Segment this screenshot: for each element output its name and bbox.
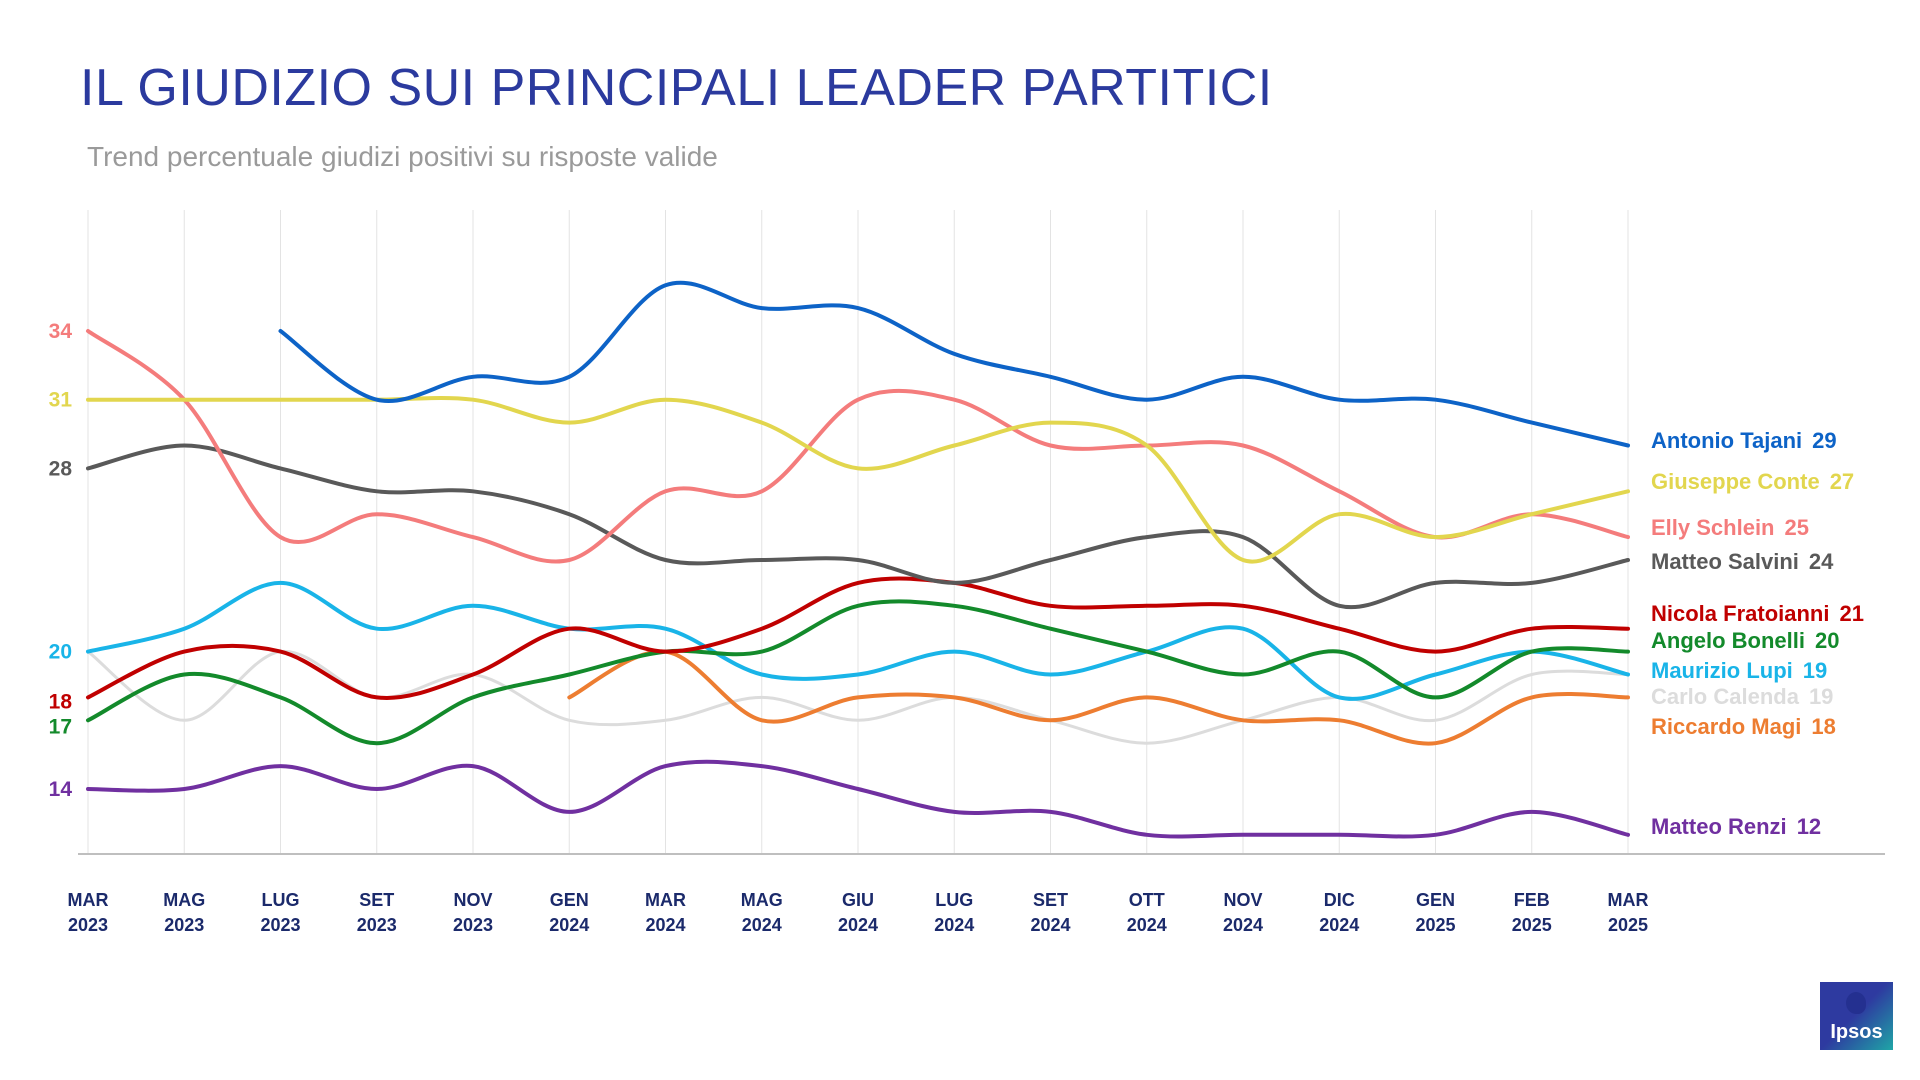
- start-value-label: 34: [49, 320, 73, 343]
- series-label-matteo-renzi: Matteo Renzi 12: [1651, 814, 1821, 839]
- series-label-name: Elly Schlein: [1651, 515, 1775, 540]
- series-label-nicola-fratoianni: Nicola Fratoianni 21: [1651, 601, 1864, 626]
- series-label-value: 27: [1830, 469, 1854, 494]
- series-label-angelo-bonelli: Angelo Bonelli 20: [1651, 628, 1839, 653]
- series-line-matteo-salvini: [86, 443, 1630, 610]
- x-tick-label: NOV 2024: [1223, 890, 1263, 935]
- x-tick-label: FEB 2025: [1512, 890, 1552, 935]
- series-label-elly-schlein: Elly Schlein 25: [1651, 515, 1809, 540]
- x-tick-label: MAR 2024: [645, 890, 686, 935]
- x-tick-label: OTT 2024: [1127, 890, 1167, 935]
- series-label-value: 19: [1809, 684, 1833, 709]
- series-label-value: 19: [1803, 658, 1827, 683]
- series-label-matteo-salvini: Matteo Salvini 24: [1651, 549, 1834, 574]
- x-tick-label: MAR 2023: [68, 890, 109, 935]
- x-tick-label: LUG 2024: [934, 890, 974, 935]
- series-label-value: 12: [1797, 814, 1821, 839]
- series-line-elly-schlein: [86, 329, 1630, 564]
- series-label-name: Maurizio Lupi: [1651, 658, 1793, 683]
- ipsos-logo-icon: [1846, 992, 1866, 1014]
- series-label-carlo-calenda: Carlo Calenda 19: [1651, 684, 1833, 709]
- series-label-value: 24: [1809, 549, 1834, 574]
- ipsos-logo-text: Ipsos: [1830, 1021, 1883, 1043]
- x-tick-label: NOV 2023: [453, 890, 493, 935]
- series-label-name: Angelo Bonelli: [1651, 628, 1805, 653]
- x-tick-label: GEN 2025: [1415, 890, 1455, 935]
- start-value-label: 17: [49, 715, 72, 738]
- ipsos-logo: Ipsos: [1820, 982, 1893, 1050]
- x-tick-label: MAR 2025: [1608, 890, 1649, 935]
- series-label-value: 25: [1785, 515, 1809, 540]
- series-label-maurizio-lupi: Maurizio Lupi 19: [1651, 658, 1827, 683]
- series-line-riccardo-magi: [567, 649, 1630, 746]
- x-tick-label: DIC 2024: [1319, 890, 1359, 935]
- series-label-name: Nicola Fratoianni: [1651, 601, 1829, 626]
- start-value-label: 31: [49, 389, 73, 412]
- x-tick-label: SET 2023: [357, 890, 397, 935]
- series-line-nicola-fratoianni: [86, 576, 1630, 700]
- series-label-value: 18: [1811, 714, 1835, 739]
- x-tick-label: GIU 2024: [838, 890, 878, 935]
- series-label-name: Matteo Renzi: [1651, 814, 1787, 839]
- page-title: IL GIUDIZIO SUI PRINCIPALI LEADER PARTIT…: [80, 59, 1273, 117]
- series-label-name: Carlo Calenda: [1651, 684, 1800, 709]
- x-tick-label: MAG 2023: [163, 890, 205, 935]
- series-label-name: Riccardo Magi: [1651, 714, 1801, 739]
- series-label-antonio-tajani: Antonio Tajani 29: [1651, 428, 1837, 453]
- series-label-name: Giuseppe Conte: [1651, 469, 1820, 494]
- series-line-angelo-bonelli: [86, 599, 1630, 746]
- series-label-value: 29: [1812, 428, 1836, 453]
- start-value-label: 20: [49, 641, 72, 664]
- x-tick-label: LUG 2023: [260, 890, 300, 935]
- series-line-matteo-renzi: [86, 759, 1630, 839]
- series-line-maurizio-lupi: [86, 580, 1630, 701]
- start-value-label: 18: [49, 690, 73, 713]
- x-tick-label: MAG 2024: [741, 890, 783, 935]
- page-subtitle: Trend percentuale giudizi positivi su ri…: [87, 141, 718, 172]
- x-tick-label: SET 2024: [1030, 890, 1070, 935]
- series-label-name: Antonio Tajani: [1651, 428, 1802, 453]
- start-value-label: 14: [49, 778, 73, 801]
- series-line-antonio-tajani: [278, 280, 1630, 448]
- series-label-name: Matteo Salvini: [1651, 549, 1799, 574]
- start-value-label: 28: [49, 457, 73, 480]
- series-label-giuseppe-conte: Giuseppe Conte 27: [1651, 469, 1854, 494]
- series-label-riccardo-magi: Riccardo Magi 18: [1651, 714, 1836, 739]
- series-label-value: 20: [1815, 628, 1839, 653]
- series-label-value: 21: [1839, 601, 1863, 626]
- x-tick-label: GEN 2024: [549, 890, 589, 935]
